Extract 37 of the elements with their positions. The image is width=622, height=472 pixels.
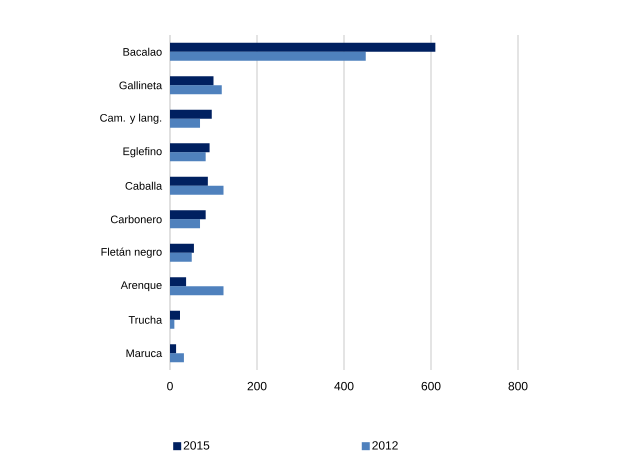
bar bbox=[170, 52, 366, 61]
bar bbox=[170, 85, 222, 94]
legend-label: 2015 bbox=[184, 441, 210, 450]
bar bbox=[170, 244, 194, 253]
y-tick-label: Maruca bbox=[126, 349, 162, 358]
y-tick-label: Eglefino bbox=[123, 147, 162, 158]
y-tick-label: Trucha bbox=[128, 316, 162, 324]
bar bbox=[170, 176, 208, 186]
x-tick-label: 600 bbox=[422, 382, 441, 390]
x-tick-label: 0 bbox=[167, 382, 173, 390]
y-tick-label: Cam. y lang. bbox=[100, 114, 162, 124]
bar bbox=[170, 42, 436, 52]
bar bbox=[170, 110, 212, 119]
bar bbox=[170, 286, 224, 296]
bar bbox=[170, 210, 206, 220]
y-tick-label: Gallineta bbox=[119, 81, 162, 90]
y-tick-label: Bacalao bbox=[123, 48, 162, 56]
bar bbox=[170, 252, 192, 262]
bar bbox=[170, 277, 186, 286]
bar bbox=[170, 320, 174, 329]
bar bbox=[170, 143, 210, 152]
x-tick-label: 400 bbox=[334, 382, 354, 390]
x-tick-label: 200 bbox=[248, 382, 267, 390]
bar bbox=[170, 219, 200, 228]
y-tick-label: Fletán negro bbox=[102, 248, 162, 258]
y-tick-label: Carbonero bbox=[110, 215, 162, 224]
bar bbox=[170, 118, 200, 128]
bar bbox=[170, 344, 176, 354]
bar bbox=[170, 186, 224, 195]
legend-label: 2012 bbox=[372, 441, 398, 450]
bar bbox=[170, 152, 206, 162]
bar bbox=[170, 76, 214, 86]
bar bbox=[170, 353, 184, 362]
y-tick-label: Caballa bbox=[126, 182, 162, 190]
y-tick-label: Arenque bbox=[120, 281, 162, 292]
x-tick-label: 800 bbox=[508, 382, 528, 390]
bar bbox=[170, 310, 180, 320]
